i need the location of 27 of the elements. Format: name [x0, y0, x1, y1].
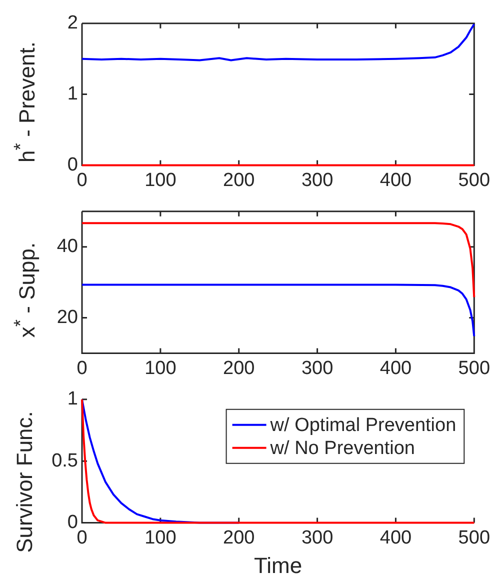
x-tick-label: 200 [223, 170, 255, 191]
y-tick-label: 20 [56, 306, 78, 328]
x-tick-label: 200 [223, 358, 255, 379]
y-tick-label: 2 [67, 12, 78, 34]
x-tick-label: 100 [144, 358, 176, 379]
x-tick-label: 300 [301, 358, 334, 379]
x-tick-label: 100 [144, 170, 176, 191]
x-tick-label: 400 [380, 358, 412, 379]
x-tick-label: 300 [301, 527, 334, 548]
legend-label: w/ No Prevention [269, 438, 415, 460]
x-tick-label: 500 [458, 527, 490, 548]
x-axis-title: Time [254, 552, 302, 578]
x-tick-label: 500 [458, 170, 490, 191]
x-tick-label: 100 [144, 527, 176, 548]
y-tick-label: 0 [67, 512, 78, 534]
y-tick-label: 1 [67, 388, 78, 410]
x-tick-label: 500 [458, 358, 490, 379]
x-tick-label: 400 [380, 170, 412, 191]
y-axis-title: Survivor Func. [12, 411, 38, 553]
y-tick-label: 0 [67, 154, 78, 176]
y-tick-label: 40 [56, 236, 78, 258]
y-tick-label: 1 [67, 84, 78, 105]
x-tick-label: 400 [380, 527, 412, 548]
x-tick-label: 200 [223, 527, 255, 548]
x-tick-label: 300 [301, 170, 334, 191]
y-tick-label: 0.5 [52, 450, 78, 472]
legend-label: w/ Optimal Prevention [269, 415, 456, 436]
